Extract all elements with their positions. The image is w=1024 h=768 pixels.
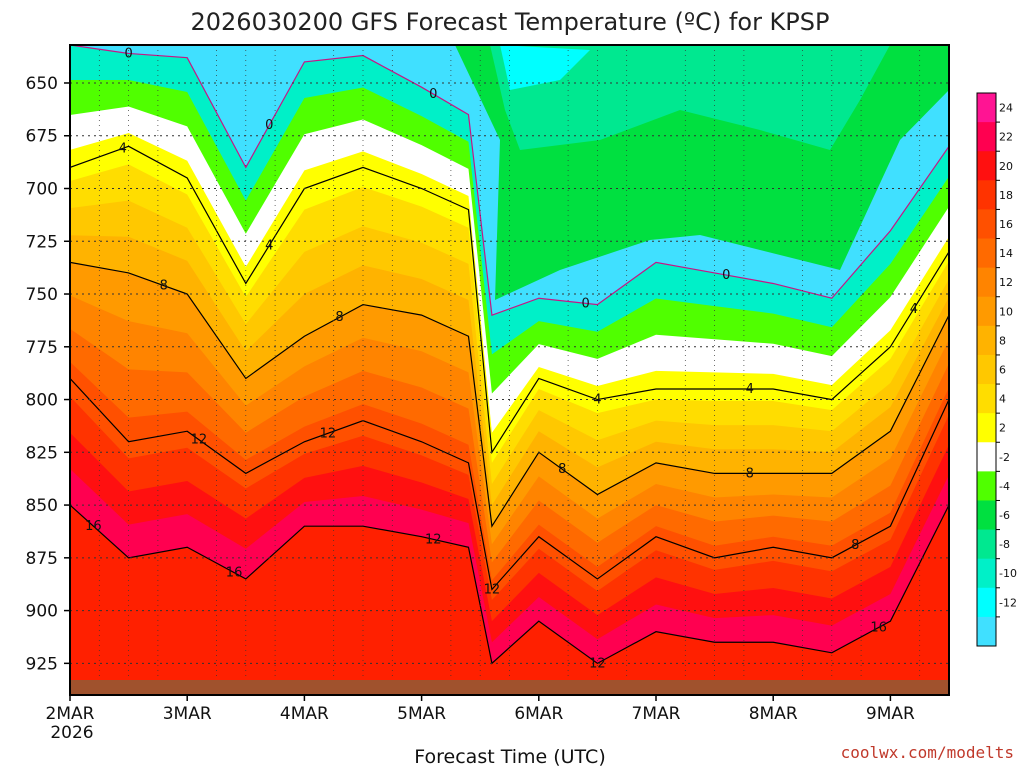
contour-label: 0 [429, 87, 437, 102]
colorbar-swatch [977, 384, 996, 414]
colorbar-swatch [977, 296, 996, 327]
contour-label: 8 [558, 462, 566, 477]
colorbar-swatch [977, 325, 996, 356]
colorbar-swatch [977, 500, 996, 531]
y-tick-label: 750 [26, 285, 58, 305]
x-tick-label: 6MAR [514, 704, 563, 724]
colorbar-swatch [977, 151, 996, 181]
contour-label: 8 [335, 310, 343, 325]
colorbar-label: 22 [999, 131, 1013, 144]
y-tick-label: 875 [26, 549, 58, 569]
y-tick-label: 850 [26, 496, 58, 516]
contour-label: 8 [746, 466, 754, 481]
y-tick-label: 900 [26, 602, 58, 622]
x-tick-label: 4MAR [280, 704, 329, 724]
contour-line [70, 378, 949, 591]
colorbar-swatch [977, 471, 996, 501]
colorbar-label: -2 [999, 451, 1010, 464]
x-tick-label: 7MAR [632, 704, 681, 724]
colorbar-label: 4 [999, 393, 1006, 406]
contour-label: 0 [582, 296, 590, 311]
contour-label: 12 [191, 433, 208, 448]
colorbar-swatch [977, 529, 996, 560]
plot-frame [69, 44, 950, 696]
cold-region-inner [490, 45, 890, 150]
colorbar-swatch [977, 354, 996, 385]
colorbar-label: 14 [999, 247, 1013, 260]
colorbar-swatch [977, 180, 996, 210]
contour-label: 8 [160, 279, 168, 294]
contour-label: 0 [124, 46, 132, 61]
contour-line [70, 261, 949, 528]
contour-label: 4 [119, 141, 127, 156]
x-tick-label: 2MAR [46, 704, 95, 724]
colorbar-swatch [977, 267, 996, 298]
y-tick-label: 675 [26, 127, 58, 147]
y-tick-label: 700 [26, 180, 58, 200]
colorbar-label: 18 [999, 189, 1013, 202]
colorbar-swatch [977, 616, 996, 647]
x-tick-year: 2026 [50, 723, 93, 743]
colorbar-label: 16 [999, 218, 1013, 231]
terrain-ground [70, 680, 949, 695]
colorbar-swatch [977, 93, 996, 123]
colorbar-label: 2 [999, 422, 1006, 435]
contour-label: 16 [870, 620, 887, 635]
x-axis-label: Forecast Time (UTC) [414, 746, 605, 768]
x-tick-label: 3MAR [163, 704, 212, 724]
x-tick-label: 9MAR [866, 704, 915, 724]
x-tick-label: 8MAR [749, 704, 798, 724]
y-tick-label: 775 [26, 338, 58, 358]
contour-label: 8 [851, 538, 859, 553]
colorbar-swatch [977, 209, 996, 240]
colorbar-label: 12 [999, 276, 1013, 289]
colorbar-swatch [977, 122, 996, 152]
colorbar-swatch [977, 442, 996, 472]
y-tick-label: 825 [26, 443, 58, 463]
colorbar-swatch [977, 238, 996, 269]
colorbar-label: -10 [999, 567, 1017, 580]
colorbar-label: 6 [999, 364, 1006, 377]
colorbar-label: 24 [999, 102, 1013, 115]
contour-label: 12 [484, 582, 501, 597]
contour-label: 12 [589, 656, 606, 671]
y-tick-label: 800 [26, 391, 58, 411]
colorbar-frame [976, 92, 997, 647]
contour-label: 16 [226, 566, 243, 581]
contour-label: 12 [425, 532, 442, 547]
colorbar-swatch [977, 587, 996, 618]
chart-title: 2026030200 GFS Forecast Temperature (ºC)… [191, 8, 830, 36]
colorbar-label: 20 [999, 160, 1013, 173]
watermark: coolwx.com/modelts [841, 743, 1014, 762]
colorbar-label: -4 [999, 480, 1010, 493]
colorbar-label: -12 [999, 596, 1017, 609]
contour-line [70, 45, 949, 316]
contour-label: 4 [746, 382, 754, 397]
colorbar-label: -6 [999, 509, 1010, 522]
colorbar-swatch [977, 558, 996, 589]
colorbar-label: 8 [999, 334, 1006, 347]
x-tick-label: 5MAR [397, 704, 446, 724]
y-tick-label: 650 [26, 74, 58, 94]
colorbar-swatch [977, 413, 996, 443]
y-tick-label: 725 [26, 232, 58, 252]
contour-label: 4 [910, 302, 918, 317]
contour-label: 0 [722, 268, 730, 283]
contour-label: 4 [593, 393, 601, 408]
cold-region-core [500, 45, 590, 90]
contour-label: 4 [265, 238, 273, 253]
contour-label: 0 [265, 118, 273, 133]
y-tick-label: 925 [26, 654, 58, 674]
colorbar-label: 10 [999, 305, 1013, 318]
contour-label: 16 [85, 519, 102, 534]
contour-label: 12 [320, 426, 337, 441]
colorbar-label: -8 [999, 538, 1010, 551]
